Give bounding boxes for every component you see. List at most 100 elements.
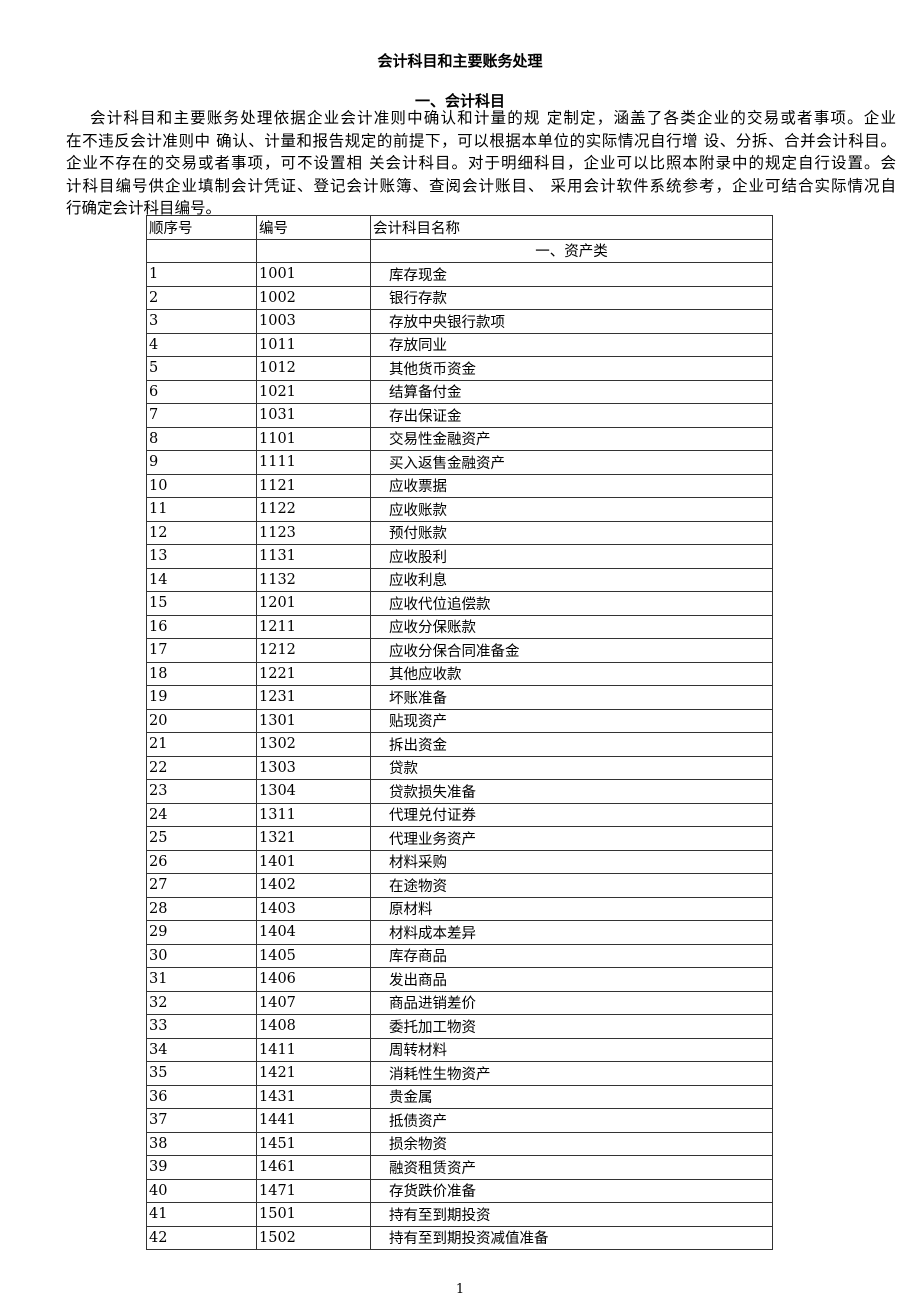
- seq-cell: 22: [146, 755, 257, 780]
- name-cell: 应收账款: [370, 497, 773, 522]
- name-cell: 结算备付金: [370, 379, 773, 404]
- code-cell: 1404: [256, 920, 371, 945]
- code-cell: 1408: [256, 1014, 371, 1039]
- table-row: 33 1408 委托加工物资: [146, 1014, 773, 1039]
- seq-cell: 40: [146, 1178, 257, 1203]
- code-cell: 1132: [256, 567, 371, 592]
- seq-cell: 10: [146, 473, 257, 498]
- code-cell: 1407: [256, 990, 371, 1015]
- code-cell: 1403: [256, 896, 371, 921]
- name-cell: 预付账款: [370, 520, 773, 545]
- table-row: 17 1212 应收分保合同准备金: [146, 638, 773, 663]
- code-cell: 1221: [256, 661, 371, 686]
- code-cell: 1131: [256, 544, 371, 569]
- seq-cell: 11: [146, 497, 257, 522]
- name-cell: 其他应收款: [370, 661, 773, 686]
- seq-cell: 18: [146, 661, 257, 686]
- table-row: 12 1123 预付账款: [146, 520, 773, 545]
- code-cell: 1303: [256, 755, 371, 780]
- table-row: 32 1407 商品进销差价: [146, 990, 773, 1015]
- code-cell: 1212: [256, 638, 371, 663]
- seq-cell: 19: [146, 685, 257, 710]
- name-cell: 存放同业: [370, 332, 773, 357]
- seq-cell: 38: [146, 1131, 257, 1156]
- seq-cell: 4: [146, 332, 257, 357]
- seq-cell: 9: [146, 450, 257, 475]
- table-row: 9 1111 买入返售金融资产: [146, 450, 773, 475]
- code-cell: 1231: [256, 685, 371, 710]
- seq-cell: 2: [146, 285, 257, 310]
- table-row: 27 1402 在途物资: [146, 873, 773, 898]
- seq-cell: 17: [146, 638, 257, 663]
- code-cell: 1461: [256, 1155, 371, 1180]
- name-cell: 存放中央银行款项: [370, 309, 773, 334]
- name-cell: 贴现资产: [370, 708, 773, 733]
- header-name: 会计科目名称: [370, 215, 773, 240]
- name-cell: 贷款损失准备: [370, 779, 773, 804]
- name-cell: 应收分保账款: [370, 614, 773, 639]
- code-cell: 1321: [256, 826, 371, 851]
- seq-cell: 14: [146, 567, 257, 592]
- table-row: 10 1121 应收票据: [146, 473, 773, 498]
- table-row: 22 1303 贷款: [146, 755, 773, 780]
- paragraph-line: 会计科目和主要账务处理依据企业会计准则中确认和计量的规 定制定，涵盖了各类企业的…: [90, 109, 896, 127]
- code-cell: 1031: [256, 403, 371, 428]
- name-cell: 其他货币资金: [370, 356, 773, 381]
- code-cell: 1121: [256, 473, 371, 498]
- table-row: 11 1122 应收账款: [146, 497, 773, 522]
- code-cell: 1011: [256, 332, 371, 357]
- name-cell: 交易性金融资产: [370, 426, 773, 451]
- name-cell: 材料成本差异: [370, 920, 773, 945]
- table-row: 24 1311 代理兑付证券: [146, 802, 773, 827]
- code-cell: 1111: [256, 450, 371, 475]
- code-cell: 1003: [256, 309, 371, 334]
- name-cell: 买入返售金融资产: [370, 450, 773, 475]
- code-cell: 1012: [256, 356, 371, 381]
- seq-cell: 27: [146, 873, 257, 898]
- name-cell: 商品进销差价: [370, 990, 773, 1015]
- header-code: 编号: [256, 215, 371, 240]
- seq-cell: 8: [146, 426, 257, 451]
- paragraph-line: 计科目编号供企业填制会计凭证、登记会计账簿、查阅会计账目、 采用会计软件系统参考…: [66, 176, 896, 195]
- seq-cell: 32: [146, 990, 257, 1015]
- seq-cell: 23: [146, 779, 257, 804]
- code-cell: 1021: [256, 379, 371, 404]
- code-cell: 1402: [256, 873, 371, 898]
- table-row: 21 1302 拆出资金: [146, 732, 773, 757]
- code-cell: 1211: [256, 614, 371, 639]
- code-cell: 1001: [256, 262, 371, 287]
- name-cell: 原材料: [370, 896, 773, 921]
- seq-cell: 26: [146, 849, 257, 874]
- code-cell: 1471: [256, 1178, 371, 1203]
- code-cell: 1401: [256, 849, 371, 874]
- name-cell: 委托加工物资: [370, 1014, 773, 1039]
- table-row: 2 1002 银行存款: [146, 285, 773, 310]
- name-cell: 代理业务资产: [370, 826, 773, 851]
- name-cell: 应收票据: [370, 473, 773, 498]
- intro-paragraph: 会计科目和主要账务处理依据企业会计准则中确认和计量的规 定制定，涵盖了各类企业的…: [66, 107, 896, 220]
- name-cell: 拆出资金: [370, 732, 773, 757]
- name-cell: 持有至到期投资减值准备: [370, 1225, 773, 1250]
- header-seq: 顺序号: [146, 215, 257, 240]
- paragraph-line: 企业不存在的交易或者事项，可不设置相 关会计科目。对于明细科目，企业可以比照本附…: [66, 154, 896, 172]
- table-row: 40 1471 存货跌价准备: [146, 1178, 773, 1203]
- name-cell: 应收股利: [370, 544, 773, 569]
- category-row: 一、资产类: [146, 238, 773, 263]
- seq-cell: 5: [146, 356, 257, 381]
- seq-cell: 37: [146, 1108, 257, 1133]
- code-cell: 1501: [256, 1202, 371, 1227]
- seq-cell: 28: [146, 896, 257, 921]
- code-cell: 1411: [256, 1037, 371, 1062]
- name-cell: 存出保证金: [370, 403, 773, 428]
- name-cell: 代理兑付证券: [370, 802, 773, 827]
- empty-cell: [146, 238, 257, 263]
- table-row: 6 1021 结算备付金: [146, 379, 773, 404]
- table-row: 38 1451 损余物资: [146, 1131, 773, 1156]
- name-cell: 发出商品: [370, 967, 773, 992]
- table-row: 28 1403 原材料: [146, 896, 773, 921]
- code-cell: 1431: [256, 1084, 371, 1109]
- name-cell: 抵债资产: [370, 1108, 773, 1133]
- name-cell: 坏账准备: [370, 685, 773, 710]
- table-row: 35 1421 消耗性生物资产: [146, 1061, 773, 1086]
- table-row: 18 1221 其他应收款: [146, 661, 773, 686]
